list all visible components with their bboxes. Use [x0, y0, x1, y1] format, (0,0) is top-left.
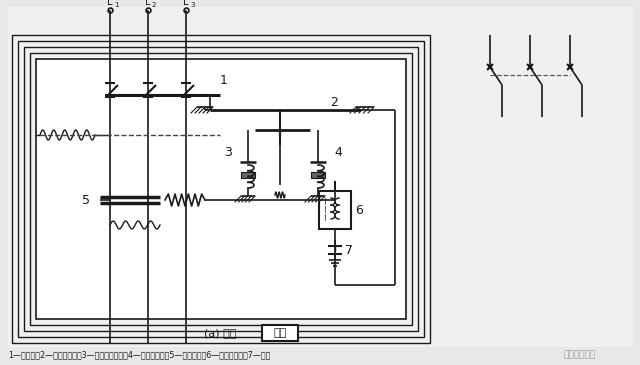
- Text: L: L: [183, 0, 189, 7]
- Text: L: L: [108, 0, 113, 7]
- Bar: [12, 35, 430, 343]
- Bar: [241, 172, 255, 178]
- Text: 电工电气学习: 电工电气学习: [564, 350, 596, 360]
- Text: 6: 6: [355, 204, 363, 216]
- Bar: [262, 325, 298, 341]
- Bar: [18, 41, 424, 337]
- Text: 2: 2: [152, 2, 156, 8]
- Text: 3: 3: [190, 2, 195, 8]
- Text: L: L: [145, 0, 151, 7]
- Bar: [311, 172, 325, 178]
- Text: 3: 3: [224, 146, 232, 160]
- Text: 7: 7: [345, 243, 353, 257]
- Text: 1—主触头；2—自由脱扣器；3—过电流脱扣器；4—分励脱扣器；5—热脱扣器；6—失压脱扣器；7—按钮: 1—主触头；2—自由脱扣器；3—过电流脱扣器；4—分励脱扣器；5—热脱扣器；6—…: [8, 350, 270, 360]
- Bar: [30, 53, 412, 325]
- Text: 图一: 图一: [273, 328, 287, 338]
- Bar: [24, 47, 418, 331]
- Text: 1: 1: [220, 73, 228, 87]
- Text: 4: 4: [334, 146, 342, 160]
- Text: (a) 结构: (a) 结构: [204, 328, 236, 338]
- Text: 2: 2: [330, 96, 338, 109]
- Bar: [36, 59, 406, 319]
- Bar: [319, 191, 351, 229]
- Text: 1: 1: [114, 2, 118, 8]
- Text: 5: 5: [82, 193, 90, 207]
